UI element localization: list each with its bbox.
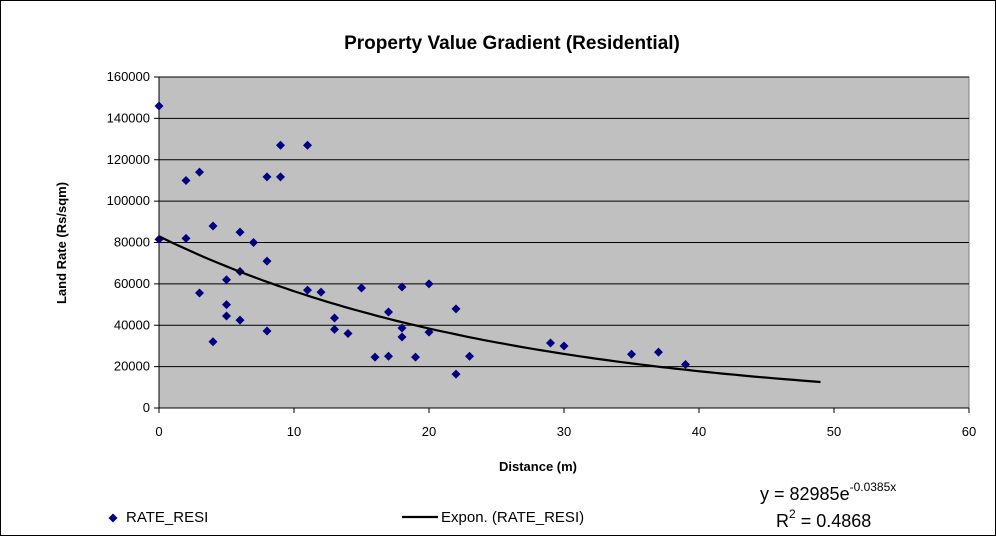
r2-base: R <box>776 511 789 531</box>
marker <box>384 307 393 317</box>
marker <box>262 256 272 266</box>
marker <box>397 332 407 342</box>
marker <box>249 238 258 247</box>
y-tick-label: 0 <box>143 400 150 415</box>
marker <box>357 283 366 293</box>
chart-title: Property Value Gradient (Residential) <box>344 33 680 54</box>
marker <box>222 275 231 285</box>
y-tick-label: 140000 <box>107 110 150 125</box>
marker <box>397 282 407 292</box>
x-tick-label: 60 <box>962 424 976 439</box>
y-tick-label: 120000 <box>107 152 150 167</box>
marker <box>384 351 393 361</box>
marker <box>303 285 312 295</box>
marker <box>222 311 231 321</box>
marker <box>195 288 204 298</box>
marker <box>681 360 690 370</box>
y-axis-label: Land Rate (Rs/sqm) <box>54 182 69 304</box>
marker <box>262 172 272 182</box>
marker <box>208 221 218 231</box>
trend-equation: y = 82985e-0.0385x <box>760 480 896 504</box>
equation-base: y = 82985e <box>760 484 850 504</box>
marker <box>330 313 339 323</box>
y-tick-label: 40000 <box>114 317 150 332</box>
marker <box>276 140 285 150</box>
marker <box>181 175 191 185</box>
marker <box>303 140 312 150</box>
marker <box>154 101 164 111</box>
x-tick-label: 50 <box>827 424 841 439</box>
marker <box>316 287 326 297</box>
legend-marker <box>108 513 118 523</box>
marker <box>451 304 461 314</box>
marker <box>276 172 285 182</box>
r2-exponent: 2 <box>789 507 796 521</box>
marker <box>424 279 434 289</box>
y-tick-label: 160000 <box>107 69 150 84</box>
marker <box>559 341 569 351</box>
x-tick-label: 0 <box>155 424 162 439</box>
marker <box>262 326 272 336</box>
legend-label: Expon. (RATE_RESI) <box>441 509 584 526</box>
equation-exponent: -0.0385x <box>850 480 897 494</box>
r2-rest: = 0.4868 <box>796 511 872 531</box>
marker <box>465 351 474 361</box>
marker <box>343 329 353 339</box>
x-tick-label: 30 <box>557 424 571 439</box>
y-tick-label: 100000 <box>107 193 150 208</box>
x-axis-label: Distance (m) <box>499 459 577 474</box>
legend-label: RATE_RESI <box>126 509 208 526</box>
marker <box>222 300 231 310</box>
y-tick-label: 60000 <box>114 276 150 291</box>
x-tick-label: 10 <box>287 424 301 439</box>
marker <box>546 338 555 348</box>
y-tick-label: 20000 <box>114 359 150 374</box>
marker <box>195 167 204 177</box>
trendline <box>158 235 821 384</box>
y-tick-label: 80000 <box>114 235 150 250</box>
marker <box>397 323 407 333</box>
marker <box>330 324 339 334</box>
marker <box>181 233 191 243</box>
marker <box>411 352 420 362</box>
r-squared: R2 = 0.4868 <box>776 507 871 531</box>
x-tick-label: 20 <box>422 424 436 439</box>
marker <box>208 337 218 347</box>
marker <box>627 349 636 359</box>
marker <box>235 227 245 237</box>
x-tick-label: 40 <box>692 424 706 439</box>
marker <box>451 369 461 379</box>
marker <box>370 352 380 362</box>
marker <box>654 347 663 357</box>
marker <box>235 315 245 325</box>
